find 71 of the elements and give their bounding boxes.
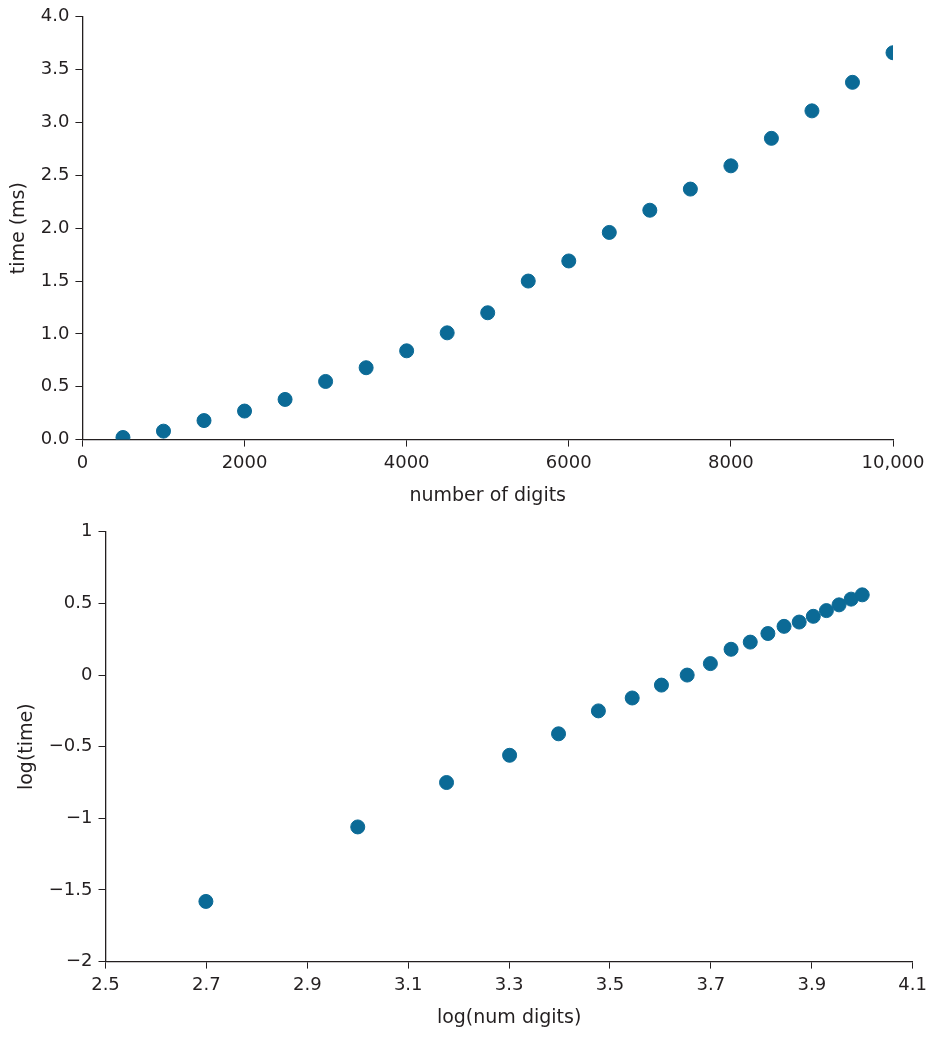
y-tick-label: 0.5 bbox=[40, 374, 70, 396]
y-tick-label: 4.0 bbox=[40, 4, 70, 26]
point bbox=[702, 656, 718, 672]
y-tick-label: −1 bbox=[65, 806, 93, 828]
x-tick-label: 4.1 bbox=[898, 973, 928, 995]
point bbox=[723, 158, 739, 174]
point bbox=[760, 626, 776, 642]
point bbox=[561, 253, 577, 269]
y-tick-label: 0 bbox=[81, 662, 93, 684]
y-tick-label: 3.0 bbox=[40, 110, 70, 132]
point bbox=[805, 608, 821, 624]
point bbox=[198, 893, 214, 909]
x-tick-label: 8000 bbox=[707, 451, 754, 473]
point bbox=[831, 597, 847, 613]
point bbox=[399, 343, 415, 359]
x-tick-label: 6000 bbox=[545, 451, 592, 473]
y-tick-label: 0.5 bbox=[63, 591, 93, 613]
point bbox=[318, 373, 334, 389]
point bbox=[682, 181, 698, 197]
point bbox=[439, 325, 455, 341]
x-axis-title: log(num digits) bbox=[436, 1004, 582, 1027]
point bbox=[502, 747, 518, 763]
point bbox=[277, 391, 293, 407]
x-tick-label: 2.7 bbox=[192, 973, 221, 995]
point bbox=[653, 677, 669, 693]
x-tick-label: 3.3 bbox=[494, 973, 524, 995]
y-tick-label: 0.0 bbox=[40, 427, 70, 449]
x-tick-label: 3.5 bbox=[595, 973, 625, 995]
point bbox=[763, 130, 779, 146]
x-tick-label: 2000 bbox=[221, 451, 268, 473]
y-axis-title: log(time) bbox=[14, 703, 37, 791]
point bbox=[818, 603, 834, 619]
x-tick-label: 10,000 bbox=[861, 451, 925, 473]
point bbox=[723, 641, 739, 657]
y-axis-title: time (ms) bbox=[6, 182, 29, 275]
point bbox=[439, 775, 455, 791]
x-axis-title: number of digits bbox=[409, 482, 566, 505]
point bbox=[590, 703, 606, 719]
point bbox=[155, 423, 171, 439]
x-tick-label: 2.9 bbox=[292, 973, 322, 995]
y-tick-label: 1 bbox=[81, 519, 93, 541]
y-tick-label: −2 bbox=[65, 949, 93, 971]
point bbox=[480, 305, 496, 321]
x-tick-label: 4000 bbox=[383, 451, 430, 473]
point bbox=[843, 591, 859, 607]
point bbox=[350, 819, 366, 835]
point bbox=[642, 202, 658, 218]
point bbox=[742, 634, 758, 650]
point bbox=[358, 360, 374, 376]
point bbox=[679, 667, 695, 683]
y-tick-label: 2.0 bbox=[40, 215, 70, 237]
x-tick-label: 3.9 bbox=[797, 973, 827, 995]
y-tick-label: −1.5 bbox=[48, 877, 93, 899]
point bbox=[520, 273, 536, 289]
point bbox=[551, 726, 567, 742]
point bbox=[791, 614, 807, 630]
point bbox=[237, 403, 253, 419]
point bbox=[624, 690, 640, 706]
point bbox=[804, 103, 820, 119]
y-tick-label: 3.5 bbox=[40, 57, 70, 79]
point bbox=[776, 618, 792, 634]
point bbox=[854, 587, 870, 603]
point bbox=[844, 74, 860, 90]
y-tick-label: 1.5 bbox=[40, 268, 70, 290]
y-tick-label: 1.0 bbox=[40, 321, 70, 343]
x-tick-label: 3.1 bbox=[393, 973, 423, 995]
y-tick-label: −0.5 bbox=[48, 734, 93, 756]
y-tick-label: 2.5 bbox=[40, 163, 70, 185]
point bbox=[601, 224, 617, 240]
point bbox=[196, 413, 212, 429]
x-tick-label: 3.7 bbox=[696, 973, 726, 995]
